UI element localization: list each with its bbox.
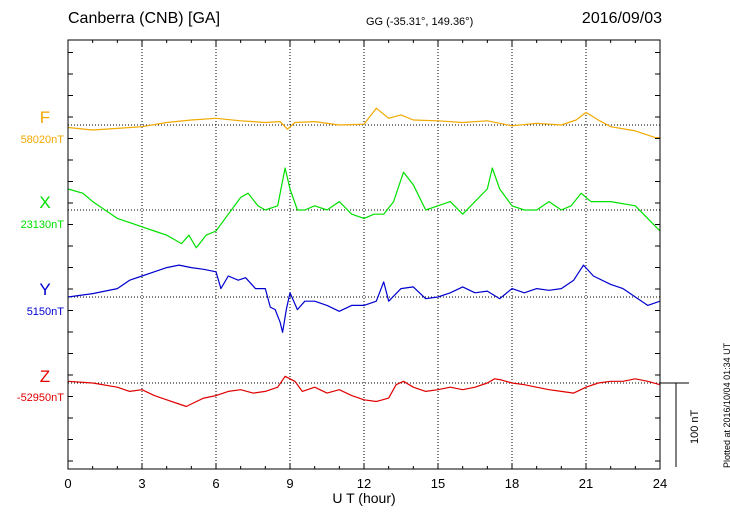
x-tick-label: 15	[431, 476, 445, 491]
x-tick-label: 24	[653, 476, 667, 491]
component-letter-y: Y	[39, 280, 51, 299]
component-letter-f: F	[39, 108, 51, 127]
component-letter-z: Z	[39, 367, 51, 386]
axis-ticks: 0 3 6 9 12 15 18 21 24	[64, 40, 667, 491]
trace-z	[67, 375, 661, 408]
x-tick-label: 21	[579, 476, 593, 491]
x-tick-label: 18	[505, 476, 519, 491]
component-baseline-z: -52950nT	[16, 392, 64, 404]
x-axis-label: U T (hour)	[332, 490, 395, 506]
date-label: 2016/09/03	[581, 10, 662, 27]
station-title: Canberra (CNB) [GA]	[68, 10, 221, 27]
grid-lines	[141, 40, 587, 469]
trace-f	[67, 107, 660, 139]
x-tick-label: 12	[357, 476, 371, 491]
trace-x	[67, 167, 661, 249]
x-tick-label: 9	[286, 476, 293, 491]
plot-frame	[67, 39, 661, 470]
x-tick-label: 3	[138, 476, 145, 491]
scale-bar	[660, 382, 689, 467]
data-traces	[67, 107, 661, 408]
trace-y	[67, 264, 661, 333]
x-tick-label: 0	[64, 476, 71, 491]
component-letter-x: X	[39, 193, 51, 212]
component-baseline-y: 5150nT	[26, 306, 64, 318]
component-baseline-f: 58020nT	[20, 134, 64, 146]
coordinates-label: GG (-35.31°, 149.36°)	[366, 16, 474, 28]
component-baseline-x: 23130nT	[20, 219, 64, 231]
x-tick-label: 6	[212, 476, 219, 491]
